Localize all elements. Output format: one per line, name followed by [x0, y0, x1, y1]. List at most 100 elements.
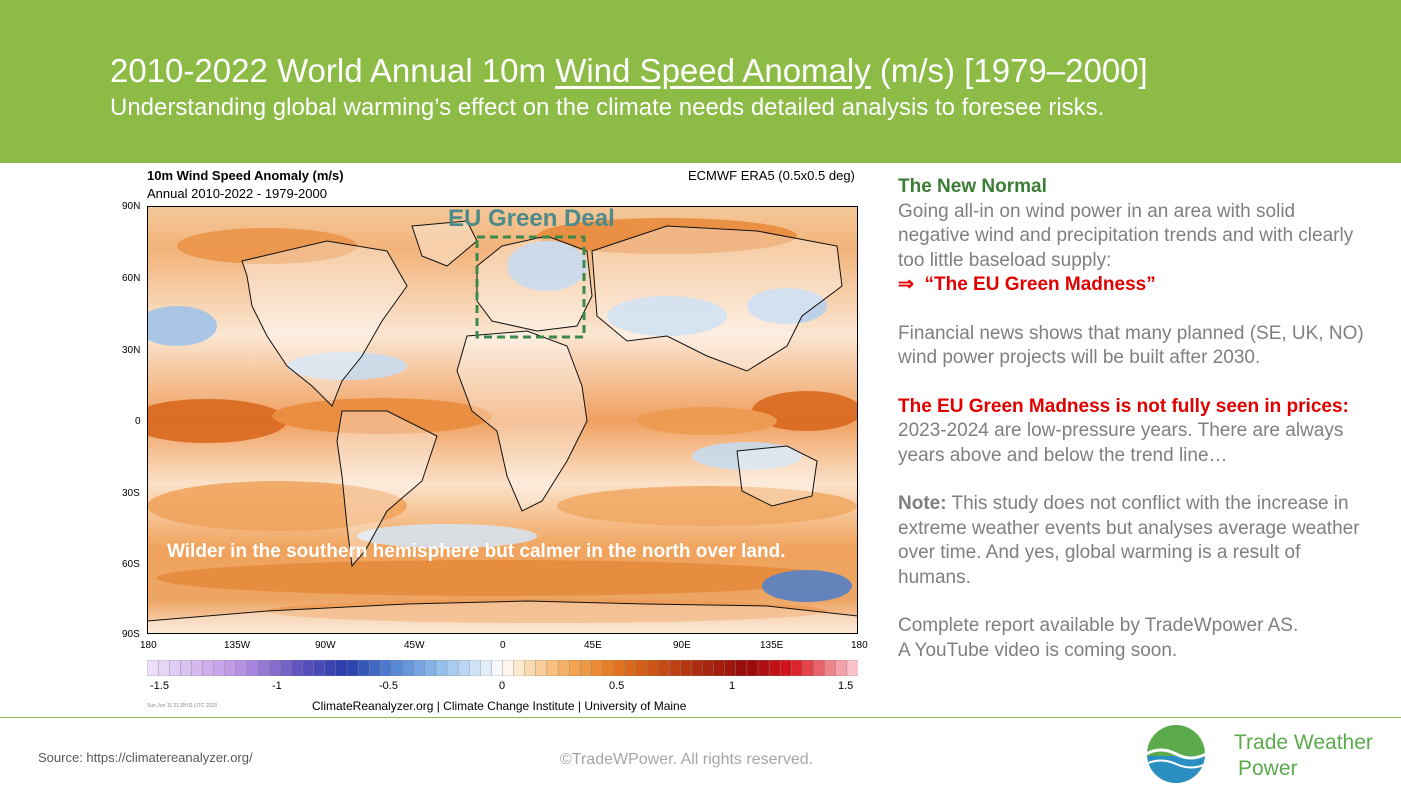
- colorbar-swatch: [557, 660, 570, 676]
- eu-region-box: [475, 235, 586, 339]
- page-subtitle: Understanding global warming’s effect on…: [110, 94, 1105, 121]
- greenland: [411, 220, 478, 267]
- colorbar-swatch: [302, 660, 315, 676]
- colorbar-swatch: [802, 660, 814, 676]
- colorbar-swatch: [457, 660, 470, 676]
- eu-green-deal-label: EU Green Deal: [448, 205, 615, 232]
- colorbar-swatch: [624, 660, 637, 676]
- colorbar-swatch: [291, 660, 303, 676]
- colorbar-swatch: [846, 660, 858, 676]
- copyright-note: ©TradeWPower. All rights reserved.: [560, 751, 814, 768]
- source-note: Source: https://climatereanalyzer.org/: [38, 750, 253, 765]
- colorbar-swatch: [368, 660, 381, 676]
- legend-label: 1.5: [838, 680, 854, 692]
- footer-divider: [0, 717, 1401, 718]
- colorbar-swatch: [657, 660, 670, 676]
- colorbar-swatch: [424, 660, 437, 676]
- panel-paragraph: A YouTube video is coming soon.: [898, 639, 1178, 661]
- colorbar-swatch: [202, 660, 215, 676]
- colorbar-swatch: [224, 660, 237, 676]
- colorbar-swatch: [413, 660, 426, 676]
- legend-label: -1: [272, 680, 282, 692]
- lon-label: 180: [140, 640, 157, 651]
- colorbar-swatch: [791, 660, 803, 676]
- colorbar-swatch: [691, 660, 703, 676]
- map-annotation: Wilder in the southern hemisphere but ca…: [167, 541, 786, 562]
- map-frame: [147, 206, 858, 634]
- colorbar-swatch: [813, 660, 826, 676]
- colorbar-swatch: [635, 660, 648, 676]
- colorbar-swatch: [580, 660, 592, 676]
- lat-label: 90N: [122, 201, 141, 212]
- colorbar-swatch: [591, 660, 603, 676]
- colorbar-swatch: [524, 660, 537, 676]
- lon-label: 45E: [584, 640, 602, 651]
- panel-paragraph: Complete report available by TradeWpower…: [898, 615, 1299, 636]
- panel-paragraph: Going all-in on wind power in an area wi…: [898, 200, 1354, 271]
- legend-label: 0.5: [609, 680, 625, 692]
- anomaly-patches: [147, 218, 858, 623]
- map-credit: ClimateReanalyzer.org | Climate Change I…: [312, 699, 687, 713]
- lat-label: 60N: [122, 273, 141, 284]
- colorbar-swatch: [835, 660, 848, 676]
- lat-label: 0: [135, 416, 141, 427]
- colorbar-swatch: [757, 660, 770, 676]
- colorbar-swatch: [568, 660, 581, 676]
- colorbar-swatch: [680, 660, 692, 676]
- colorbar-swatch: [147, 660, 159, 676]
- panel-paragraph: Note: This study does not conflict with …: [898, 493, 1360, 588]
- colorbar-swatch: [213, 660, 226, 676]
- australia: [736, 445, 818, 507]
- continent-outlines: [147, 220, 858, 634]
- colorbar-swatch: [480, 660, 492, 676]
- map-title: 10m Wind Speed Anomaly (m/s): [147, 168, 344, 183]
- map-dataset: ECMWF ERA5 (0.5x0.5 deg): [688, 168, 855, 183]
- colorbar-swatch: [257, 660, 270, 676]
- lon-label: 135E: [760, 640, 784, 651]
- lat-label: 90S: [122, 629, 140, 640]
- colorbar-swatch: [380, 660, 392, 676]
- colorbar-swatch: [246, 660, 259, 676]
- colorbar-swatch: [235, 660, 248, 676]
- panel-heading: The New Normal: [898, 176, 1047, 197]
- legend-label: -0.5: [379, 680, 398, 692]
- lon-label: 90E: [673, 640, 691, 651]
- colorbar-swatch: [735, 660, 748, 676]
- map-subtitle: Annual 2010-2022 - 1979-2000: [147, 186, 327, 201]
- colorbar-swatch: [746, 660, 759, 676]
- colorbar-swatch: [546, 660, 559, 676]
- lon-label: 0: [500, 640, 506, 651]
- colorbar-swatch: [824, 660, 837, 676]
- trade-weather-power-logo-icon: [1147, 725, 1205, 783]
- lat-label: 30S: [122, 488, 140, 499]
- colorbar-swatch: [191, 660, 203, 676]
- colorbar-swatch: [402, 660, 415, 676]
- lon-label: 180: [851, 640, 868, 651]
- page-title: 2010-2022 World Annual 10m Wind Speed An…: [110, 52, 1148, 89]
- europe: [476, 235, 593, 332]
- lon-label: 135W: [224, 640, 251, 651]
- colorbar-swatch: [357, 660, 370, 676]
- panel-paragraph: The EU Green Madness is not fully seen i…: [898, 395, 1349, 466]
- lon-label: 90W: [315, 640, 336, 651]
- colorbar-swatch: [613, 660, 626, 676]
- color-scale-bar: [147, 660, 858, 676]
- anomaly-map: [147, 206, 858, 634]
- colorbar-swatch: [324, 660, 337, 676]
- lat-label: 60S: [122, 559, 140, 570]
- south-america: [336, 410, 438, 568]
- legend-label: -1.5: [150, 680, 169, 692]
- panel-paragraph: Financial news shows that many planned (…: [898, 322, 1364, 369]
- antarctica: [147, 600, 858, 634]
- render-timestamp: Sun Jun 11 21:28:01 UTC 2023: [147, 703, 217, 709]
- lon-label: 45W: [404, 640, 425, 651]
- legend-label: 1: [729, 680, 736, 692]
- colorbar-swatch: [280, 660, 292, 676]
- colorbar-swatch: [491, 660, 503, 676]
- header-banner: 2010-2022 World Annual 10m Wind Speed An…: [0, 0, 1401, 163]
- north-america: [241, 240, 408, 407]
- colorbar-swatch: [180, 660, 192, 676]
- colorbar-swatch: [435, 660, 448, 676]
- colorbar-swatch: [768, 660, 781, 676]
- lat-label: 30N: [122, 345, 141, 356]
